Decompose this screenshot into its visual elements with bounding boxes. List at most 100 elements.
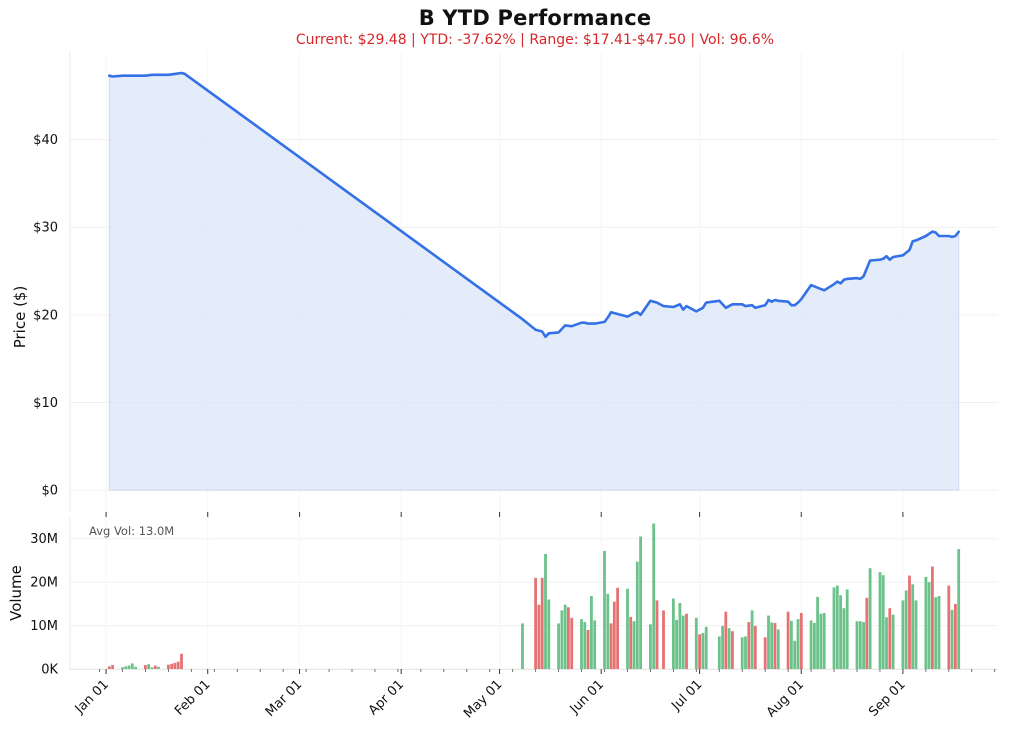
volume-bar bbox=[130, 663, 134, 669]
date-tick-label: Feb 01 bbox=[172, 677, 214, 719]
volume-bar bbox=[704, 626, 708, 669]
price-ytick-label: $10 bbox=[33, 396, 58, 411]
volume-bar bbox=[813, 623, 816, 669]
volume-bar bbox=[832, 587, 836, 669]
volume-bar bbox=[839, 595, 842, 669]
volume-bar bbox=[731, 631, 734, 669]
price-line bbox=[108, 71, 960, 339]
volume-bar bbox=[770, 622, 774, 669]
volume-bar bbox=[865, 597, 869, 669]
volume-bar bbox=[675, 619, 678, 669]
volume-bar bbox=[744, 636, 747, 669]
volume-bar bbox=[557, 623, 560, 669]
volume-bar bbox=[521, 623, 524, 669]
volume-bar bbox=[888, 608, 892, 669]
chart-subtitle: Current: $29.48 | YTD: -37.62% | Range: … bbox=[295, 32, 775, 48]
volume-bar bbox=[776, 629, 780, 669]
volume-bar bbox=[537, 604, 541, 669]
volume-bar bbox=[167, 664, 170, 669]
volume-bar bbox=[842, 608, 846, 669]
volume-bar bbox=[127, 665, 131, 669]
volume-bar bbox=[927, 582, 931, 669]
volume-bar bbox=[121, 667, 124, 669]
volume-bar bbox=[603, 550, 606, 669]
volume-bar bbox=[885, 617, 888, 669]
volume-bar bbox=[819, 613, 823, 669]
volume-bar bbox=[580, 619, 583, 669]
volume-bar bbox=[698, 634, 701, 669]
volume-bar bbox=[845, 589, 849, 669]
volume-bar bbox=[570, 617, 574, 669]
volume-bar bbox=[717, 636, 721, 669]
volume-bar bbox=[681, 615, 685, 669]
volume-bar bbox=[176, 661, 180, 669]
volume-bar bbox=[727, 628, 731, 669]
date-tick-label: Aug 01 bbox=[764, 677, 807, 720]
chart-title: B YTD Performance bbox=[418, 6, 652, 30]
volume-bar bbox=[560, 610, 564, 669]
volume-bar bbox=[590, 596, 593, 669]
volume-bar bbox=[652, 523, 656, 669]
volume-bar bbox=[911, 584, 915, 669]
volume-bar bbox=[134, 666, 137, 669]
volume-bar bbox=[740, 637, 744, 669]
volume-bar bbox=[835, 585, 839, 669]
volume-bar bbox=[685, 613, 688, 669]
volume-bar bbox=[809, 620, 813, 669]
volume-ytick-label: 10M bbox=[30, 619, 58, 634]
volume-bar bbox=[672, 598, 675, 669]
volume-bar bbox=[107, 666, 111, 669]
volume-panel: 0K 10M 20M 30M Volume Avg Vol: 13.0M bbox=[7, 517, 998, 678]
volume-bar bbox=[635, 561, 639, 669]
volume-bar bbox=[609, 623, 613, 669]
date-tick-label: Apr 01 bbox=[366, 677, 407, 718]
volume-bar bbox=[150, 667, 154, 669]
volume-bar bbox=[947, 585, 951, 669]
volume-bar bbox=[629, 616, 633, 669]
price-ytick-label: $0 bbox=[41, 484, 58, 499]
date-tick-label: May 01 bbox=[461, 677, 505, 721]
volume-bar bbox=[144, 665, 147, 669]
volume-bar bbox=[773, 623, 777, 669]
volume-bar bbox=[790, 620, 793, 669]
volume-bar bbox=[908, 575, 911, 669]
date-tick-label: Sep 01 bbox=[866, 677, 909, 720]
volume-bar bbox=[157, 666, 160, 669]
volume-bar bbox=[583, 622, 587, 669]
volume-bar bbox=[954, 603, 957, 669]
volume-bar bbox=[931, 566, 934, 669]
volume-bar bbox=[822, 613, 826, 669]
volume-bar bbox=[881, 575, 885, 669]
volume-bar bbox=[124, 666, 128, 669]
volume-ytick-label: 20M bbox=[30, 576, 58, 591]
volume-bar bbox=[547, 599, 551, 669]
volume-bar bbox=[924, 576, 928, 669]
volume-bar bbox=[593, 620, 597, 669]
volume-bar bbox=[763, 637, 767, 669]
price-ytick-label: $20 bbox=[33, 308, 58, 323]
volume-bar bbox=[799, 613, 803, 669]
volume-bar bbox=[694, 617, 698, 669]
volume-bar bbox=[639, 536, 642, 669]
volume-bar bbox=[891, 614, 895, 669]
volume-bar bbox=[937, 596, 941, 669]
volume-bar bbox=[816, 596, 819, 669]
volume-bar bbox=[858, 621, 862, 669]
volume-bar bbox=[616, 587, 619, 669]
price-axis-title: Price ($) bbox=[11, 286, 29, 349]
price-area bbox=[108, 72, 960, 491]
volume-bar bbox=[586, 629, 590, 669]
volume-bar bbox=[901, 600, 905, 669]
volume-bar bbox=[649, 624, 652, 669]
date-axis: Jan 01 Feb 01 Mar 01 Apr 01 May 01 Jun 01 Jul … bbox=[72, 512, 996, 721]
volume-bar bbox=[662, 610, 665, 669]
volume-bar bbox=[950, 609, 954, 669]
volume-bar bbox=[111, 665, 114, 669]
volume-bar bbox=[862, 622, 865, 669]
volume-bar bbox=[170, 663, 174, 669]
volume-bar bbox=[701, 633, 705, 669]
volume-ytick-label: 30M bbox=[30, 532, 58, 547]
volume-bar bbox=[747, 622, 751, 669]
volume-bar bbox=[173, 662, 177, 669]
volume-bar bbox=[767, 615, 770, 669]
